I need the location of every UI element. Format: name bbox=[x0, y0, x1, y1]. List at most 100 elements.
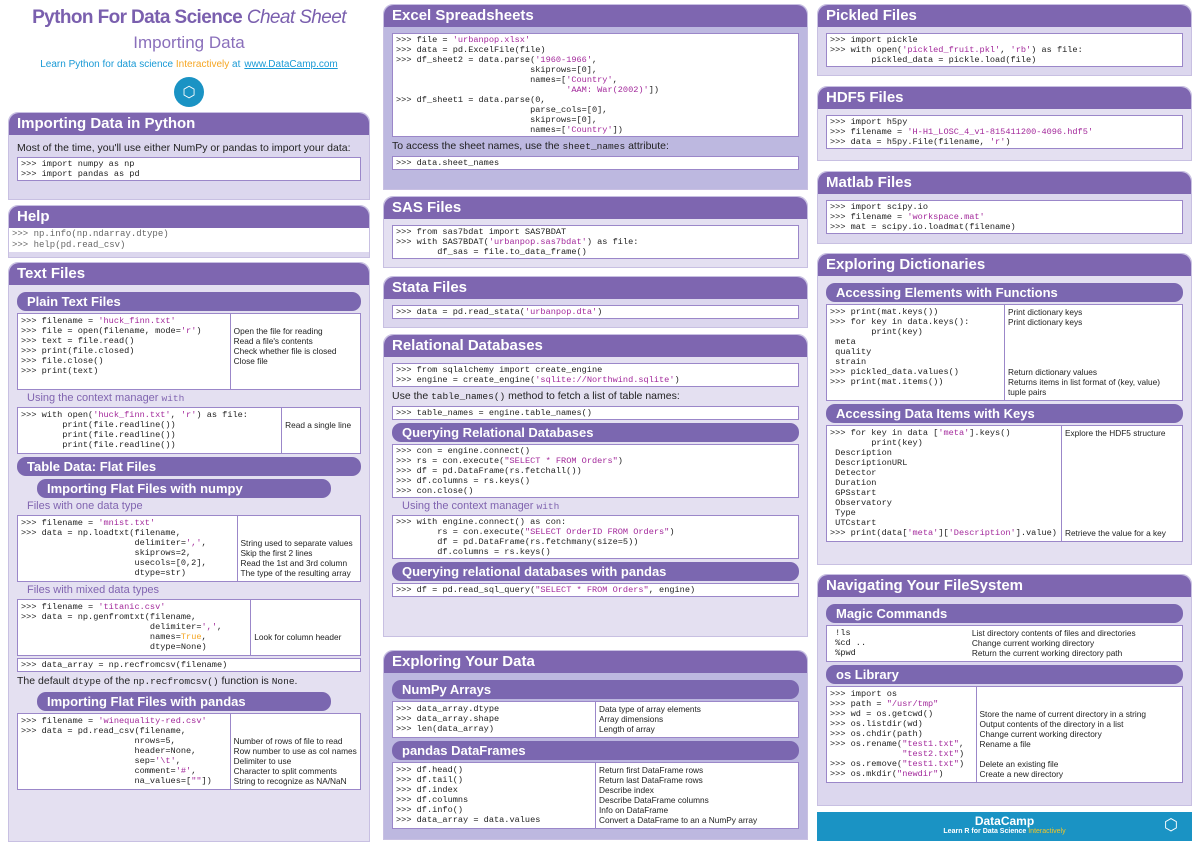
code-line: df.columns = rs.keys() bbox=[396, 547, 551, 557]
inline-code: dtype bbox=[72, 676, 101, 687]
table-row: >>> print(file.closed) Check whether file… bbox=[18, 346, 361, 356]
subsection-title: Table Data: Flat Files bbox=[17, 457, 361, 476]
footer-tagline-highlight: Interactively bbox=[1028, 828, 1066, 835]
table-row: >>> file.close() Close file bbox=[18, 356, 361, 366]
section-help: Help >>> np.info(np.ndarray.dtype) >>> hel… bbox=[8, 205, 370, 258]
section-stata: Stata Files >>> data = pd.read_stata('urb… bbox=[383, 276, 808, 328]
string-literal: 'rb' bbox=[1010, 45, 1032, 55]
table-row: >>> data_array.dtype Data type of array e… bbox=[393, 701, 799, 714]
section-title: Exploring Your Data bbox=[384, 651, 807, 673]
subsection-label: Files with one data type bbox=[27, 500, 143, 512]
code-cell: na_values=[""]) bbox=[21, 776, 212, 786]
table-row: Description bbox=[827, 448, 1183, 458]
footer-tagline: Learn R for Data Science Interactively bbox=[817, 828, 1192, 835]
code-block: >>> import numpy as np >>> import pandas … bbox=[17, 157, 361, 181]
section-body: NumPy Arrays >>> data_array.dtype Data typ… bbox=[384, 673, 807, 835]
code-cell: dtype=None) bbox=[21, 642, 207, 652]
code-line: >>> file = 'urbanpop.xlsx' bbox=[396, 35, 531, 45]
description-cell: Describe DataFrame columns bbox=[595, 795, 799, 805]
description-cell bbox=[229, 376, 361, 390]
table-row: UTCstart bbox=[827, 518, 1183, 528]
code-cell: >>> print(file.closed) bbox=[21, 346, 135, 356]
table-row: >>> df.index Describe index bbox=[393, 785, 799, 795]
code-cell: >>> with open('huck_finn.txt', 'r') as f… bbox=[21, 410, 248, 420]
code-line: skiprows=[0], bbox=[396, 65, 598, 75]
description-cell bbox=[281, 407, 361, 420]
description-cell: Rename a file bbox=[975, 739, 1183, 749]
description-cell: Close file bbox=[229, 356, 361, 366]
code-cell: >>> os.chdir(path) bbox=[830, 729, 923, 739]
table-row: header=None, Row number to use as col nam… bbox=[18, 746, 361, 756]
code-cell: UTCstart bbox=[830, 518, 877, 528]
section-title: Text Files bbox=[9, 263, 369, 285]
description-cell bbox=[1060, 448, 1183, 458]
code-cell: print(file.readline()) bbox=[21, 420, 176, 430]
code-cell: >>> len(data_array) bbox=[396, 724, 494, 734]
code-cell: >>> wd = os.getcwd() bbox=[830, 709, 934, 719]
string-literal: 'huck_finn.txt' bbox=[98, 316, 176, 326]
code-line: >>> data.sheet_names bbox=[396, 158, 500, 168]
description-cell: List directory contents of files and dir… bbox=[971, 628, 1136, 638]
code-cell: print(key) bbox=[830, 438, 923, 448]
code-line: >>> import numpy as np bbox=[21, 159, 135, 169]
code-line: >>> rs = con.execute("SELECT * FROM Orde… bbox=[396, 456, 623, 466]
code-cell: >>> print(text) bbox=[21, 366, 99, 376]
string-literal: 'sqlite://Northwind.sqlite' bbox=[535, 375, 675, 385]
code-line: >>> data_array = np.recfromcsv(filename) bbox=[21, 660, 228, 670]
keyword-true: True bbox=[180, 632, 202, 642]
string-literal: 'urbanpop.dta' bbox=[524, 307, 598, 317]
datacamp-link[interactable]: www.DataCamp.com bbox=[244, 59, 338, 70]
description-cell: Store the name of current directory in a… bbox=[975, 709, 1183, 719]
code-line: >>> table_names = engine.table_names() bbox=[396, 408, 592, 418]
subsection-title: Importing Flat Files with pandas bbox=[37, 692, 331, 711]
string-literal: "test1.txt" bbox=[902, 759, 959, 769]
description-cell bbox=[250, 622, 361, 632]
description-cell: String used to separate values bbox=[236, 538, 361, 548]
description-cell: Open the file for reading bbox=[229, 326, 361, 336]
table-row: >>> len(data_array) Length of array bbox=[393, 724, 799, 738]
code-line: skiprows=[0], bbox=[396, 115, 598, 125]
string-literal: 'Country' bbox=[566, 75, 613, 85]
subsection-label: Files with mixed data types bbox=[27, 584, 160, 596]
code-cell: nrows=5, bbox=[21, 736, 176, 746]
section-title: Help bbox=[9, 206, 369, 228]
code-table: >>> data_array.dtype Data type of array e… bbox=[392, 701, 799, 738]
code-table: >>> for key in data ['meta'].keys() Explo… bbox=[826, 425, 1183, 542]
code-cell: >>> data = np.loadtxt(filename, bbox=[21, 528, 181, 538]
code-cell: !ls bbox=[830, 628, 851, 638]
code-cell: >>> df.info() bbox=[396, 805, 464, 815]
table-row: skiprows=2, Skip the first 2 lines bbox=[18, 548, 361, 558]
footer-tagline-text: Learn R for Data Science bbox=[943, 828, 1027, 835]
section-body: >>> from sas7bdat import SAS7BDAT >>> wit… bbox=[384, 219, 807, 265]
description-cell: Return first DataFrame rows bbox=[595, 762, 799, 775]
code-line: >>> import pickle bbox=[830, 35, 918, 45]
inline-code: table_names() bbox=[431, 391, 506, 402]
inline-code: with bbox=[161, 393, 185, 404]
code-cell: Type bbox=[830, 508, 856, 518]
table-row: DescriptionURL bbox=[827, 458, 1183, 468]
code-line: names=['Country', bbox=[396, 75, 618, 85]
code-cell: usecols=[0,2], bbox=[21, 558, 207, 568]
table-row bbox=[18, 376, 361, 390]
description-cell: Number of rows of file to read bbox=[229, 736, 361, 746]
description-cell: Return the current working directory pat… bbox=[971, 648, 1123, 658]
subsection-title: Magic Commands bbox=[826, 604, 1183, 623]
code-line: >>> df_sheet2 = data.parse('1960-1966', bbox=[396, 55, 598, 65]
code-block: >>> data_array = np.recfromcsv(filename) bbox=[17, 658, 361, 672]
table-row: >>> filename = 'mnist.txt' bbox=[18, 515, 361, 528]
code-line: >>> data = pd.ExcelFile(file) bbox=[396, 45, 546, 55]
section-title: Pickled Files bbox=[818, 5, 1191, 27]
description-cell bbox=[1060, 478, 1183, 488]
section-title: HDF5 Files bbox=[818, 87, 1191, 109]
section-body: >>> from sqlalchemy import create_engine… bbox=[384, 357, 807, 603]
string-literal: 'huck_finn.txt' bbox=[93, 410, 171, 420]
code-table: >>> filename = 'huck_finn.txt' >>> file =… bbox=[17, 313, 361, 390]
string-literal: "test2.txt" bbox=[902, 749, 959, 759]
description-cell: Check whether file is closed bbox=[229, 346, 361, 356]
section-body: Plain Text Files >>> filename = 'huck_fin… bbox=[9, 285, 369, 796]
code-cell: >>> filename = 'winequality-red.csv' bbox=[21, 716, 207, 726]
section-body: >>> import pickle >>> with open('pickled_… bbox=[818, 27, 1191, 73]
code-cell: >>> for key in data ['meta'].keys() bbox=[830, 428, 1011, 438]
string-literal: "SELECT * FROM Orders" bbox=[504, 456, 618, 466]
table-row: usecols=[0,2], Read the 1st and 3rd colum… bbox=[18, 558, 361, 568]
